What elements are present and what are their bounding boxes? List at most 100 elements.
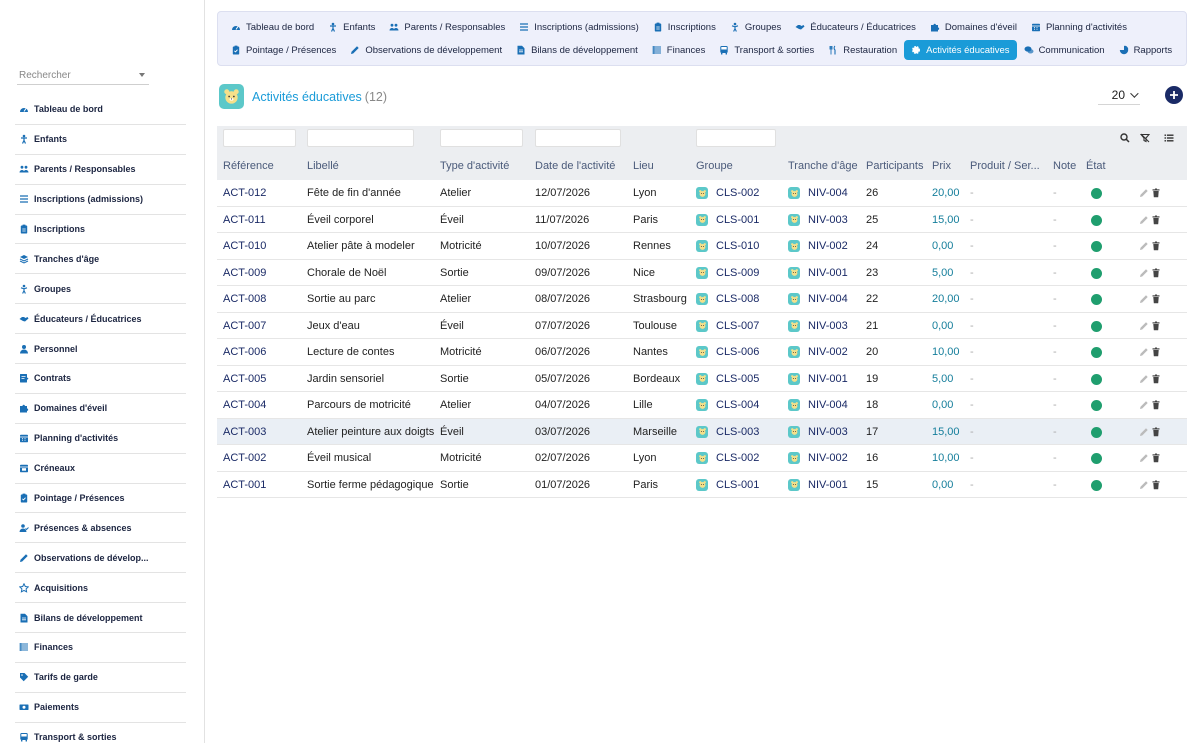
edit-pencil-icon[interactable] (1138, 187, 1150, 199)
cell-tranche-age[interactable]: NIV-001 (808, 478, 848, 491)
sidebar-item[interactable]: Acquisitions (15, 573, 186, 604)
trash-icon[interactable] (1150, 399, 1162, 411)
sidebar-item[interactable]: Transport & sorties (15, 723, 186, 743)
top-nav-tab[interactable]: Enfants (321, 17, 382, 37)
filter-groupe-input[interactable] (696, 129, 776, 147)
sidebar-item[interactable]: Présences & absences (15, 513, 186, 544)
table-row[interactable]: ACT-001 Sortie ferme pédagogique Sortie 01/… (217, 472, 1187, 498)
sidebar-item[interactable]: Planning d'activités (15, 424, 186, 454)
sidebar-item[interactable]: Tableau de bord (15, 95, 186, 125)
filter-date-input[interactable] (535, 129, 621, 147)
top-nav-tab[interactable]: Inscriptions (admissions) (512, 17, 646, 37)
cell-groupe[interactable]: CLS-008 (716, 293, 760, 305)
trash-icon[interactable] (1150, 293, 1162, 305)
cell-reference[interactable]: ACT-005 (223, 372, 267, 385)
column-header[interactable]: Note (1053, 160, 1077, 172)
top-nav-tab[interactable]: Observations de développement (343, 40, 509, 60)
top-nav-tab[interactable]: Rapports (1112, 40, 1180, 60)
edit-pencil-icon[interactable] (1138, 399, 1150, 411)
cell-tranche-age[interactable]: NIV-004 (808, 293, 848, 305)
table-row[interactable]: ACT-006 Lecture de contes Motricité 06/07/2… (217, 339, 1187, 366)
edit-pencil-icon[interactable] (1138, 320, 1150, 332)
sidebar-item[interactable]: Bilans de développement (15, 603, 186, 634)
cell-tranche-age[interactable]: NIV-004 (808, 187, 848, 199)
cell-groupe[interactable]: CLS-006 (716, 346, 760, 358)
column-header[interactable]: État (1086, 160, 1106, 172)
column-header[interactable]: Groupe (696, 160, 733, 172)
sidebar-item[interactable]: Parents / Responsables (15, 155, 186, 185)
table-row[interactable]: ACT-009 Chorale de Noël Sortie 09/07/2026 Ni… (217, 260, 1187, 286)
top-nav-tab[interactable]: Tableau de bord (224, 17, 321, 37)
top-nav-tab[interactable]: Restauration (821, 40, 904, 60)
table-row[interactable]: ACT-002 Éveil musical Motricité 02/07/2026 L… (217, 445, 1187, 472)
trash-icon[interactable] (1150, 479, 1162, 491)
edit-pencil-icon[interactable] (1138, 373, 1150, 385)
cell-groupe[interactable]: CLS-002 (716, 452, 760, 464)
top-nav-tab[interactable]: Planning d'activités (1024, 17, 1134, 37)
edit-pencil-icon[interactable] (1138, 214, 1150, 226)
cell-tranche-age[interactable]: NIV-003 (808, 319, 848, 332)
cell-tranche-age[interactable]: NIV-001 (808, 372, 848, 385)
trash-icon[interactable] (1150, 240, 1162, 252)
cell-reference[interactable]: ACT-012 (223, 187, 267, 199)
top-nav-tab[interactable]: Parents / Responsables (382, 17, 512, 37)
cell-groupe[interactable]: CLS-004 (716, 399, 760, 411)
top-nav-tab[interactable]: Domaines d'éveil (923, 17, 1024, 37)
top-nav-tab[interactable]: Finances (645, 40, 713, 60)
edit-pencil-icon[interactable] (1138, 346, 1150, 358)
cell-tranche-age[interactable]: NIV-003 (808, 425, 848, 438)
trash-icon[interactable] (1150, 452, 1162, 464)
cell-reference[interactable]: ACT-007 (223, 319, 267, 332)
cell-groupe[interactable]: CLS-005 (716, 372, 760, 385)
filter-type-input[interactable] (440, 129, 523, 147)
column-list-icon[interactable] (1163, 132, 1175, 144)
filter-libelle-input[interactable] (307, 129, 414, 147)
cell-reference[interactable]: ACT-003 (223, 425, 267, 438)
sidebar-item[interactable]: Créneaux (15, 454, 186, 484)
sidebar-item[interactable]: Inscriptions (admissions) (15, 185, 186, 215)
column-header[interactable]: Libellé (307, 160, 339, 172)
cell-groupe[interactable]: CLS-001 (716, 213, 760, 226)
cell-reference[interactable]: ACT-001 (223, 478, 267, 491)
sidebar-item[interactable]: Tranches d'âge (15, 244, 186, 275)
edit-pencil-icon[interactable] (1138, 267, 1150, 279)
sidebar-item[interactable]: Tarifs de garde (15, 663, 186, 693)
trash-icon[interactable] (1150, 346, 1162, 358)
edit-pencil-icon[interactable] (1138, 426, 1150, 438)
sidebar-item[interactable]: Observations de dévelop... (15, 543, 186, 574)
table-row[interactable]: ACT-003 Atelier peinture aux doigts Éveil 0… (217, 418, 1187, 445)
top-nav-tab[interactable]: Inscriptions (646, 17, 723, 37)
cell-tranche-age[interactable]: NIV-004 (808, 399, 848, 411)
cell-tranche-age[interactable]: NIV-003 (808, 213, 848, 226)
sidebar-item[interactable]: Contrats (15, 364, 186, 394)
top-nav-tab[interactable]: Groupes (723, 17, 788, 37)
table-row[interactable]: ACT-010 Atelier pâte à modeler Motricité 10… (217, 233, 1187, 260)
cell-reference[interactable]: ACT-004 (223, 399, 267, 411)
cell-reference[interactable]: ACT-006 (223, 346, 267, 358)
column-header[interactable]: Prix (932, 160, 951, 172)
trash-icon[interactable] (1150, 373, 1162, 385)
sidebar-item[interactable]: Inscriptions (15, 215, 186, 245)
cell-reference[interactable]: ACT-008 (223, 293, 267, 305)
clear-filter-icon[interactable] (1139, 132, 1151, 144)
table-row[interactable]: ACT-005 Jardin sensoriel Sortie 05/07/2026 B… (217, 366, 1187, 392)
add-button[interactable] (1165, 86, 1183, 104)
trash-icon[interactable] (1150, 426, 1162, 438)
sidebar-item[interactable]: Pointage / Présences (15, 484, 186, 514)
top-nav-tab[interactable]: Communication (1017, 40, 1112, 60)
trash-icon[interactable] (1150, 214, 1162, 226)
sidebar-item[interactable]: Finances (15, 633, 186, 663)
cell-groupe[interactable]: CLS-002 (716, 187, 760, 199)
top-nav-tab[interactable]: Éducateurs / Éducatrices (788, 17, 923, 37)
trash-icon[interactable] (1150, 320, 1162, 332)
cell-groupe[interactable]: CLS-007 (716, 319, 760, 332)
cell-tranche-age[interactable]: NIV-001 (808, 266, 848, 279)
cell-reference[interactable]: ACT-002 (223, 452, 267, 464)
column-header[interactable]: Date de l'activité (535, 160, 616, 172)
sidebar-item[interactable]: Domaines d'éveil (15, 394, 186, 424)
trash-icon[interactable] (1150, 187, 1162, 199)
cell-reference[interactable]: ACT-010 (223, 240, 267, 252)
top-nav-tab[interactable]: Activités éducatives (904, 40, 1017, 60)
table-row[interactable]: ACT-004 Parcours de motricité Atelier 04/07… (217, 392, 1187, 419)
column-header[interactable]: Type d'activité (440, 160, 510, 172)
